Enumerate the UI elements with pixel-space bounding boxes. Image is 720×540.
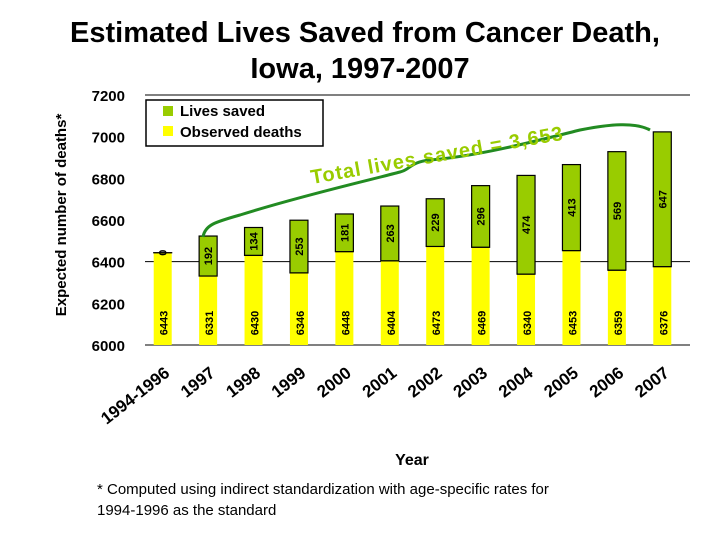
- bar-observed-deaths: [199, 276, 218, 345]
- data-label-observed: 6404: [386, 310, 398, 335]
- chart-title-line-1: Estimated Lives Saved from Cancer Death,: [70, 17, 660, 49]
- data-label-lives-saved: 229: [430, 213, 442, 231]
- bar-observed-deaths: [653, 266, 672, 345]
- bar-observed-deaths: [289, 272, 308, 345]
- data-label-lives-saved: 647: [657, 190, 669, 208]
- data-label-lives-saved: 253: [294, 237, 306, 255]
- y-tick-label: 6200: [92, 296, 125, 313]
- x-tick-label: 2007: [631, 363, 673, 401]
- x-tick-label: 1997: [177, 363, 219, 401]
- data-label-lives-saved: 569: [612, 202, 624, 220]
- data-label-lives-saved: 413: [566, 198, 578, 216]
- footnote-line-2: 1994-1996 as the standard: [97, 502, 276, 519]
- bar-observed-deaths: [426, 246, 445, 345]
- bar-observed-deaths: [380, 260, 399, 345]
- legend-swatch-observed: [163, 126, 173, 136]
- legend-swatch-lives-saved: [163, 106, 173, 116]
- chart-title-line-2: Iowa, 1997-2007: [250, 53, 469, 85]
- y-tick-label: 6000: [92, 338, 125, 355]
- x-tick-label: 2004: [495, 363, 537, 402]
- data-label-observed: 6443: [159, 311, 171, 335]
- data-label-lives-saved: 181: [339, 224, 351, 242]
- bar-observed-deaths: [517, 274, 536, 345]
- y-tick-label: 7200: [92, 88, 125, 105]
- y-tick-label: 6800: [92, 171, 125, 188]
- legend-label-observed: Observed deaths: [180, 124, 302, 141]
- x-tick-label: 2001: [359, 363, 401, 401]
- data-label-observed: 6331: [204, 311, 216, 335]
- data-label-observed: 6359: [613, 311, 625, 335]
- x-tick-label: 1998: [222, 363, 264, 401]
- legend-label-lives-saved: Lives saved: [180, 103, 265, 120]
- bar-observed-deaths: [244, 255, 263, 345]
- footnote-line-1: * Computed using indirect standardizatio…: [97, 481, 549, 498]
- data-label-lives-saved: 134: [249, 231, 261, 250]
- bracket-line: [201, 123, 651, 238]
- x-tick-label: 2003: [450, 363, 492, 401]
- bar-observed-deaths: [607, 270, 626, 345]
- x-tick-label: 1994-1996: [97, 363, 173, 428]
- y-tick-label: 6400: [92, 255, 125, 272]
- data-label-lives-saved: 0: [158, 250, 170, 256]
- bar-observed-deaths: [471, 247, 490, 345]
- x-tick-label: 2006: [586, 363, 628, 401]
- data-label-observed: 6473: [431, 311, 443, 335]
- x-tick-label: 2002: [404, 363, 446, 401]
- bar-observed-deaths: [335, 251, 354, 345]
- data-label-observed: 6340: [522, 311, 534, 335]
- data-label-observed: 6469: [477, 311, 489, 335]
- y-tick-label: 7000: [92, 130, 125, 147]
- data-label-lives-saved: 474: [521, 215, 533, 234]
- data-label-lives-saved: 263: [385, 224, 397, 242]
- data-label-observed: 6430: [250, 311, 262, 335]
- x-tick-label: 1999: [268, 363, 310, 401]
- data-label-observed: 6453: [567, 311, 579, 335]
- data-label-observed: 6448: [340, 311, 352, 335]
- data-label-lives-saved: 192: [203, 247, 215, 265]
- data-label-observed: 6376: [658, 311, 670, 335]
- y-tick-label: 6600: [92, 213, 125, 230]
- bar-observed-deaths: [153, 252, 172, 345]
- data-label-observed: 6346: [295, 311, 307, 335]
- x-tick-label: 2005: [540, 363, 582, 401]
- bar-observed-deaths: [562, 250, 581, 345]
- x-axis-label: Year: [395, 452, 429, 469]
- x-tick-label: 2000: [313, 363, 355, 401]
- y-axis-label: Expected number of deaths*: [53, 114, 70, 317]
- data-label-lives-saved: 296: [476, 207, 488, 225]
- legend: Lives saved Observed deaths: [145, 99, 324, 147]
